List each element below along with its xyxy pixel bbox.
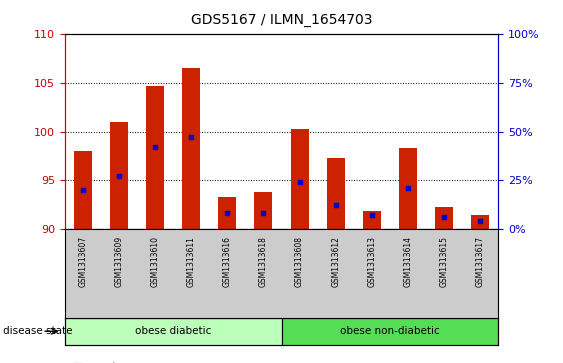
Point bbox=[114, 174, 123, 179]
Bar bbox=[182, 69, 200, 229]
Text: ■: ■ bbox=[73, 362, 84, 363]
Bar bbox=[65, 318, 282, 345]
Text: GDS5167 / ILMN_1654703: GDS5167 / ILMN_1654703 bbox=[191, 13, 372, 27]
Bar bbox=[254, 192, 272, 229]
Text: disease state: disease state bbox=[3, 326, 72, 336]
Bar bbox=[291, 129, 309, 229]
Bar bbox=[327, 158, 345, 229]
Text: GSM1313611: GSM1313611 bbox=[187, 236, 196, 287]
Text: GSM1313610: GSM1313610 bbox=[150, 236, 159, 287]
Text: GSM1313612: GSM1313612 bbox=[331, 236, 340, 287]
Text: GSM1313615: GSM1313615 bbox=[440, 236, 449, 287]
Point bbox=[223, 210, 232, 216]
Text: obese non-diabetic: obese non-diabetic bbox=[340, 326, 440, 336]
Point bbox=[259, 210, 268, 216]
Text: GSM1313618: GSM1313618 bbox=[259, 236, 268, 287]
Point bbox=[331, 203, 340, 208]
Bar bbox=[435, 207, 453, 229]
Bar bbox=[399, 148, 417, 229]
Bar bbox=[471, 215, 489, 229]
Text: GSM1313608: GSM1313608 bbox=[295, 236, 304, 287]
Text: GSM1313617: GSM1313617 bbox=[476, 236, 485, 287]
Point bbox=[150, 144, 159, 150]
Text: count: count bbox=[87, 362, 117, 363]
Bar bbox=[218, 197, 236, 229]
Text: GSM1313614: GSM1313614 bbox=[404, 236, 413, 287]
Bar bbox=[110, 122, 128, 229]
Bar bbox=[363, 211, 381, 229]
Point bbox=[440, 214, 449, 220]
Text: GSM1313613: GSM1313613 bbox=[367, 236, 376, 287]
Text: GSM1313609: GSM1313609 bbox=[114, 236, 123, 287]
Point bbox=[367, 212, 376, 218]
Text: GSM1313607: GSM1313607 bbox=[78, 236, 87, 287]
Point bbox=[187, 135, 196, 140]
Point bbox=[476, 218, 485, 224]
Point bbox=[295, 179, 304, 185]
Text: GSM1313616: GSM1313616 bbox=[223, 236, 232, 287]
Point bbox=[404, 185, 413, 191]
Bar bbox=[282, 318, 498, 345]
Text: obese diabetic: obese diabetic bbox=[135, 326, 211, 336]
Bar bbox=[146, 86, 164, 229]
Point bbox=[78, 187, 87, 193]
Bar bbox=[74, 151, 92, 229]
